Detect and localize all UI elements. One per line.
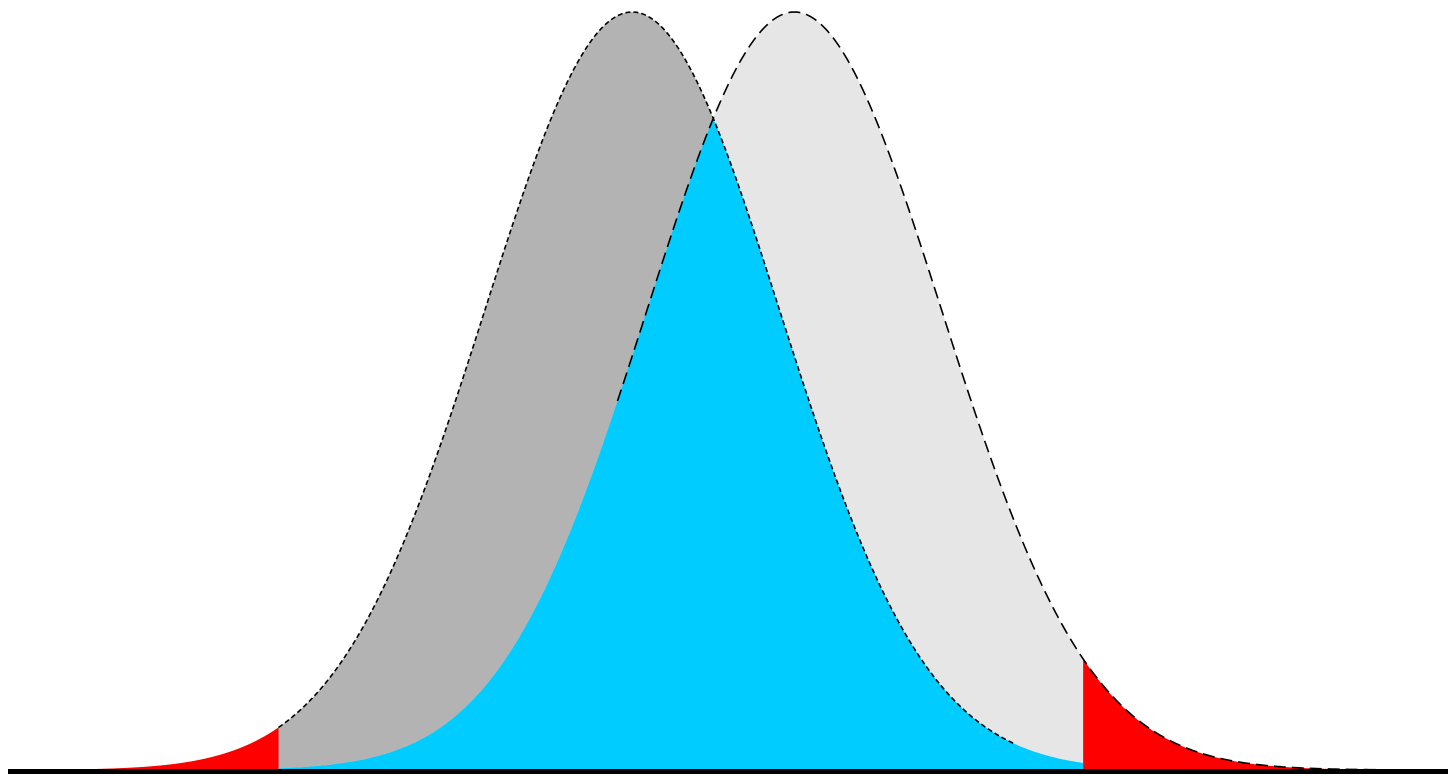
overlap-region: [278, 121, 1084, 771]
curve-b-outline: [616, 11, 1414, 771]
curve-a-outline: [278, 11, 1016, 745]
left-tail-region: [28, 727, 279, 770]
right-tail-region: [1083, 658, 1428, 770]
